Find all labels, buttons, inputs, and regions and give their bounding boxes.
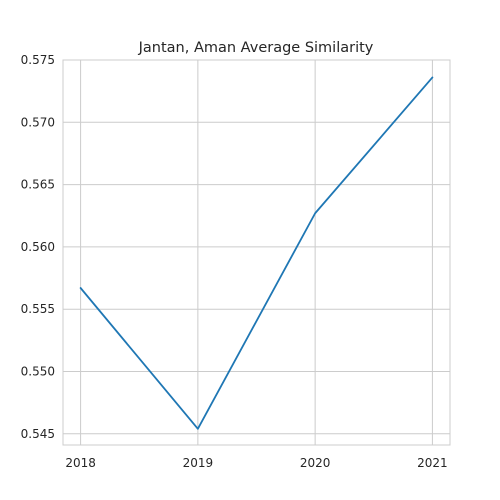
x-tick-label: 2018 <box>65 456 96 470</box>
data-point <box>430 75 434 79</box>
y-tick-label: 0.565 <box>21 178 55 192</box>
y-tick-label: 0.555 <box>21 302 55 316</box>
x-tick-label: 2021 <box>417 456 448 470</box>
data-point <box>313 211 317 215</box>
series-line <box>79 76 434 430</box>
data-point <box>79 286 83 290</box>
x-tick-label: 2020 <box>300 456 331 470</box>
chart-title: Jantan, Aman Average Similarity <box>138 40 374 56</box>
y-tick-label: 0.570 <box>21 115 55 129</box>
y-tick-label: 0.550 <box>21 364 55 378</box>
plot-frame <box>62 59 451 446</box>
x-tick-labels: 2018 2019 2020 2021 <box>65 456 447 470</box>
series-layer <box>79 75 434 431</box>
x-tick-label: 2019 <box>183 456 214 470</box>
y-tick-label: 0.545 <box>21 427 55 441</box>
y-tick-labels: 0.545 0.550 0.555 0.560 0.565 0.570 0.575 <box>21 53 55 441</box>
y-tick-label: 0.560 <box>21 240 55 254</box>
y-tick-label: 0.575 <box>21 53 55 67</box>
data-point <box>196 427 200 431</box>
